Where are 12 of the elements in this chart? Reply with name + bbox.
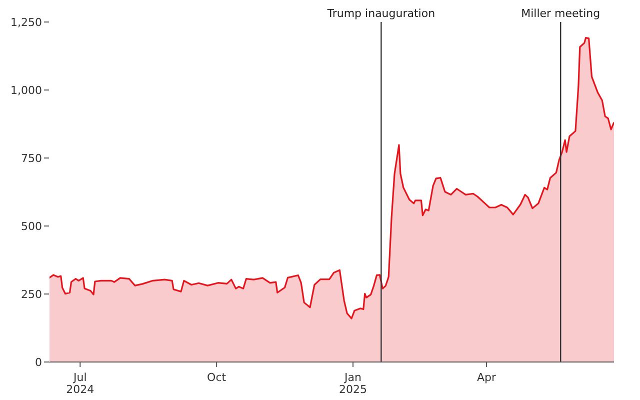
ref-line-label: Miller meeting (521, 7, 600, 20)
y-tick-label: 500 (21, 220, 42, 233)
y-tick-label: 750 (21, 152, 42, 165)
y-tick-label: 1,000 (10, 84, 42, 97)
x-tick-label: Jul 2024 (66, 371, 94, 396)
y-tick-label: 0 (35, 356, 42, 369)
x-tick-label: Jan 2025 (339, 371, 368, 396)
ref-line-label: Trump inauguration (326, 7, 436, 20)
x-tick-label: Oct (207, 371, 227, 384)
y-tick-label: 250 (21, 288, 42, 301)
y-tick-label: 1,250 (10, 16, 42, 29)
x-tick-label: Apr (476, 371, 496, 384)
